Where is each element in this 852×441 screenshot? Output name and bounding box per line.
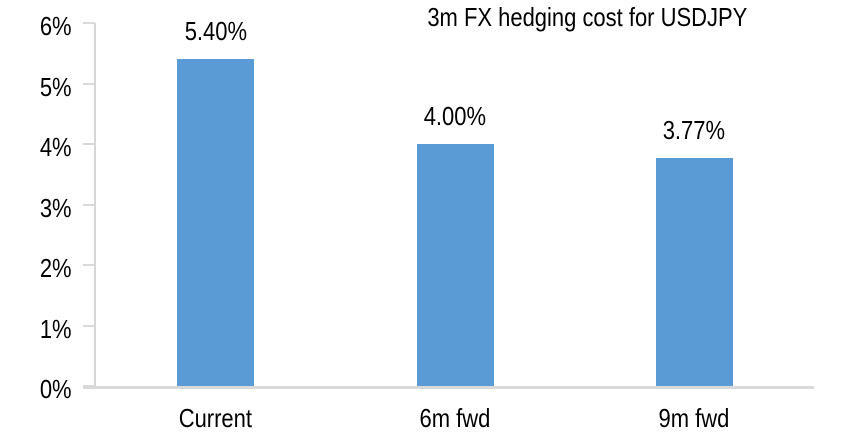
bar bbox=[655, 157, 733, 386]
y-tick-label-text: 6% bbox=[40, 11, 72, 41]
y-tick-label: 4% bbox=[12, 132, 72, 162]
x-category-label: Current bbox=[116, 403, 316, 433]
x-category-label: 6m fwd bbox=[355, 403, 555, 433]
bar-value-label-text: 4.00% bbox=[423, 101, 487, 131]
bar-value-label: 4.00% bbox=[355, 101, 555, 131]
y-tick-label: 5% bbox=[12, 72, 72, 102]
y-tick-label-text: 1% bbox=[40, 313, 72, 344]
bar-value-label: 5.40% bbox=[116, 16, 316, 46]
y-axis-line bbox=[94, 23, 96, 388]
y-tick-label-text: 5% bbox=[40, 71, 72, 102]
x-axis-line bbox=[83, 386, 814, 389]
x-category-label-text: 6m fwd bbox=[419, 403, 491, 433]
bar-value-label: 3.77% bbox=[594, 115, 794, 145]
y-tick-mark bbox=[83, 82, 95, 85]
y-tick-label-text: 0% bbox=[40, 374, 72, 404]
y-tick-mark bbox=[83, 22, 95, 24]
y-tick-label: 0% bbox=[12, 374, 72, 404]
y-tick-mark bbox=[83, 324, 95, 327]
bar-value-label-text: 3.77% bbox=[663, 114, 726, 145]
y-tick-mark bbox=[83, 203, 95, 206]
y-tick-label: 3% bbox=[12, 193, 72, 223]
y-tick-mark bbox=[83, 143, 95, 145]
x-category-label-text: 9m fwd bbox=[658, 403, 730, 433]
y-tick-label-text: 4% bbox=[40, 132, 72, 162]
chart-title-text: 3m FX hedging cost for USDJPY bbox=[427, 2, 747, 32]
y-tick-label: 2% bbox=[12, 253, 72, 283]
y-tick-label-text: 2% bbox=[40, 253, 72, 283]
bar bbox=[177, 59, 255, 386]
y-tick-label-text: 3% bbox=[40, 192, 72, 223]
x-category-label: 9m fwd bbox=[594, 403, 794, 433]
x-category-label-text: Current bbox=[179, 403, 253, 433]
y-tick-label: 1% bbox=[12, 314, 72, 344]
y-tick-mark bbox=[83, 264, 95, 266]
y-tick-mark bbox=[83, 385, 95, 387]
bar-value-label-text: 5.40% bbox=[184, 16, 247, 47]
bar bbox=[416, 144, 494, 386]
chart-title: 3m FX hedging cost for USDJPY bbox=[337, 2, 837, 32]
y-tick-label: 6% bbox=[12, 11, 72, 41]
